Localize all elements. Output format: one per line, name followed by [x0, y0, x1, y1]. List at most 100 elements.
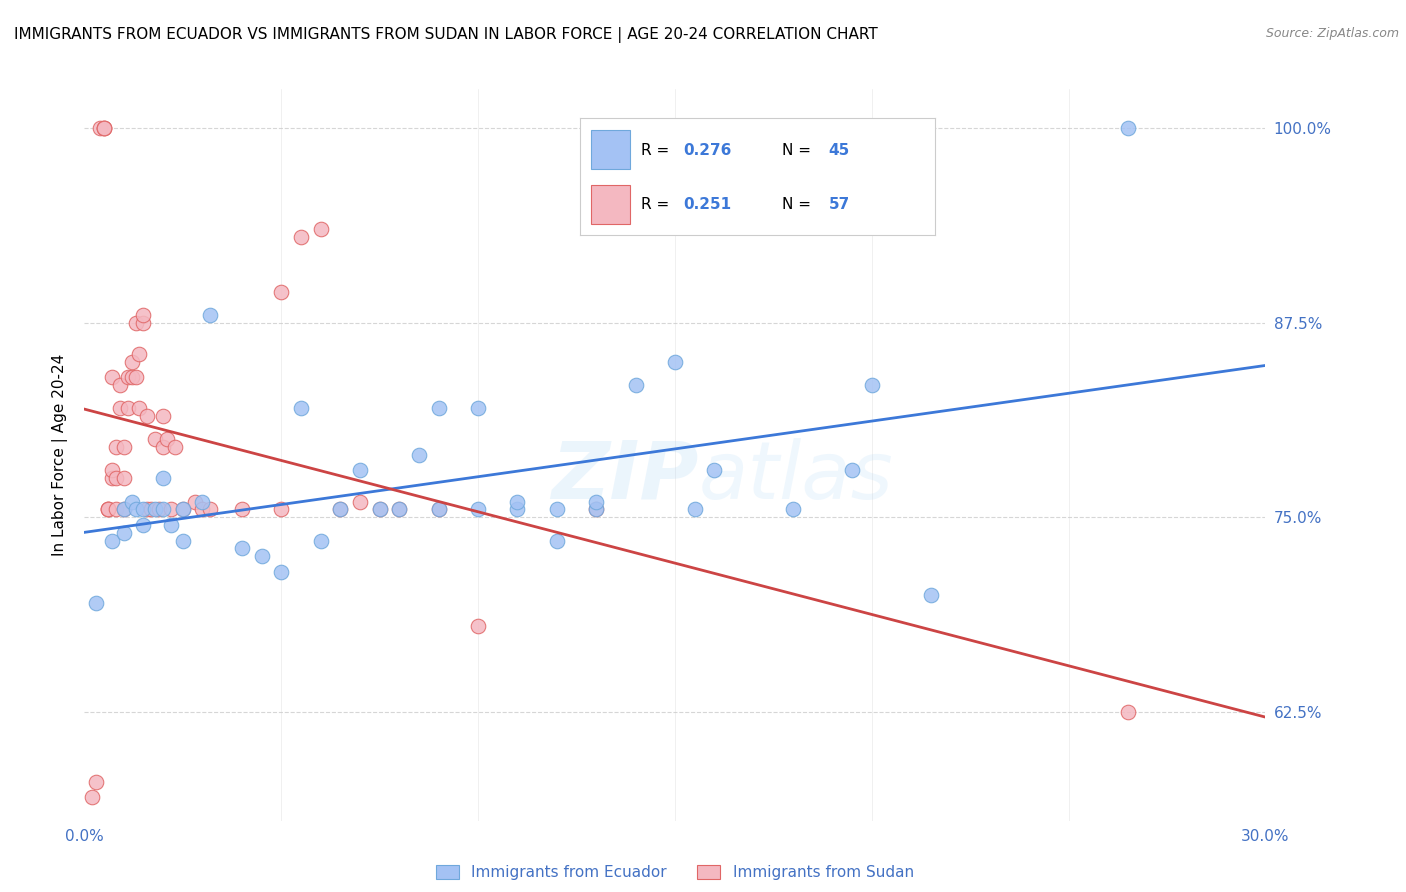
Point	[97, 502, 120, 516]
Point	[112, 471, 135, 485]
Point	[585, 494, 607, 508]
Point	[920, 588, 942, 602]
Point	[124, 502, 146, 516]
Point	[104, 502, 127, 516]
Point	[132, 316, 155, 330]
Text: IMMIGRANTS FROM ECUADOR VS IMMIGRANTS FROM SUDAN IN LABOR FORCE | AGE 20-24 CORR: IMMIGRANTS FROM ECUADOR VS IMMIGRANTS FR…	[14, 27, 877, 43]
Point	[183, 494, 205, 508]
Point	[112, 525, 135, 540]
Point	[124, 370, 146, 384]
Point	[108, 401, 131, 416]
Point	[408, 448, 430, 462]
Point	[388, 502, 411, 516]
Point	[160, 518, 183, 533]
Point	[128, 401, 150, 416]
Point	[172, 502, 194, 516]
Point	[172, 533, 194, 548]
Point	[121, 354, 143, 368]
Point	[388, 502, 411, 516]
Point	[200, 502, 222, 516]
Point	[427, 401, 450, 416]
Point	[349, 494, 371, 508]
Point	[128, 347, 150, 361]
Text: ZIP: ZIP	[551, 438, 699, 516]
Point	[329, 502, 352, 516]
Point	[172, 502, 194, 516]
Point	[112, 502, 135, 516]
Point	[270, 285, 292, 299]
Point	[84, 774, 107, 789]
Point	[132, 518, 155, 533]
Y-axis label: In Labor Force | Age 20-24: In Labor Force | Age 20-24	[52, 354, 69, 556]
Point	[108, 377, 131, 392]
Point	[141, 502, 163, 516]
Point	[101, 471, 124, 485]
Point	[101, 370, 124, 384]
Point	[121, 370, 143, 384]
Point	[585, 502, 607, 516]
Point	[136, 502, 159, 516]
Point	[156, 433, 179, 447]
Point	[546, 502, 568, 516]
Point	[152, 409, 174, 423]
Point	[160, 502, 183, 516]
Text: atlas: atlas	[699, 438, 893, 516]
Point	[152, 502, 174, 516]
Point	[132, 308, 155, 322]
Point	[132, 502, 155, 516]
Point	[290, 401, 312, 416]
Point	[117, 370, 139, 384]
Point	[143, 502, 166, 516]
Point	[121, 494, 143, 508]
Point	[93, 121, 115, 136]
Point	[191, 494, 214, 508]
Point	[117, 401, 139, 416]
Point	[624, 377, 647, 392]
Point	[93, 121, 115, 136]
Point	[1116, 121, 1139, 136]
Point	[506, 502, 529, 516]
Point	[143, 433, 166, 447]
Point	[368, 502, 391, 516]
Point	[1116, 705, 1139, 719]
Point	[231, 502, 253, 516]
Point	[152, 440, 174, 454]
Point	[191, 502, 214, 516]
Point	[270, 502, 292, 516]
Point	[585, 502, 607, 516]
Point	[664, 354, 686, 368]
Point	[250, 549, 273, 563]
Point	[148, 502, 170, 516]
Point	[124, 316, 146, 330]
Point	[101, 463, 124, 477]
Point	[841, 463, 863, 477]
Point	[112, 502, 135, 516]
Point	[97, 502, 120, 516]
Point	[782, 502, 804, 516]
Point	[231, 541, 253, 556]
Point	[860, 377, 883, 392]
Point	[427, 502, 450, 516]
Point	[104, 440, 127, 454]
Point	[467, 619, 489, 633]
Point	[200, 308, 222, 322]
Point	[82, 790, 104, 805]
Point	[93, 121, 115, 136]
Point	[309, 533, 332, 548]
Point	[546, 533, 568, 548]
Point	[101, 533, 124, 548]
Point	[349, 463, 371, 477]
Point	[290, 230, 312, 244]
Legend: Immigrants from Ecuador, Immigrants from Sudan: Immigrants from Ecuador, Immigrants from…	[430, 859, 920, 886]
Point	[683, 502, 706, 516]
Point	[703, 463, 725, 477]
Point	[467, 401, 489, 416]
Point	[467, 502, 489, 516]
Point	[136, 409, 159, 423]
Point	[104, 471, 127, 485]
Point	[97, 502, 120, 516]
Point	[368, 502, 391, 516]
Point	[84, 596, 107, 610]
Point	[427, 502, 450, 516]
Point	[270, 565, 292, 579]
